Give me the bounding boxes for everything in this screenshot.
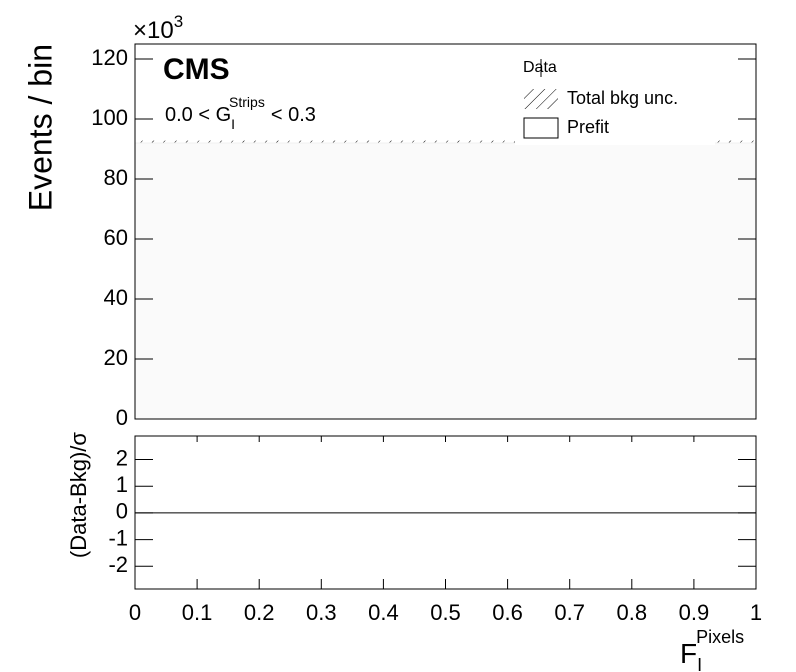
y-axis-title: (Data-Bkg)/σ: [66, 432, 91, 558]
text-part: < 0.3: [271, 104, 316, 126]
y-tick-label: 40: [104, 285, 128, 310]
frame: [134, 435, 757, 590]
upper-panel: CMS ×103 0.0 < GI Strips < 0.3 Events / bin 0 2…: [22, 12, 757, 430]
text-part: I: [231, 116, 235, 132]
x-tick-label: 0.1: [182, 600, 213, 625]
text-part: ×10: [133, 17, 174, 44]
x-tick-label: 0.5: [430, 600, 461, 625]
text-part: 0.0 < G: [165, 104, 231, 126]
y-axis-title: Events / bin: [22, 44, 58, 211]
x-axis-title: FI Pixels: [680, 627, 744, 672]
y-tick-label: 100: [91, 105, 128, 130]
y-tick-label: 0: [116, 499, 128, 524]
frame: [134, 43, 757, 420]
y-tick-label: 20: [104, 345, 128, 370]
x-tick-label: 1: [750, 600, 762, 625]
y-tick-label: 120: [91, 45, 128, 70]
text-part: Pixels: [696, 627, 744, 647]
legend-swatch: [523, 117, 559, 139]
legend-label: Data: [523, 59, 557, 76]
cms-label: CMS: [163, 53, 230, 86]
legend-label: Total bkg unc.: [567, 88, 678, 108]
prefit-bar: [135, 143, 756, 419]
x-tick-label: 0.7: [554, 600, 585, 625]
lower-panel: 0 0.1 0.2 0.3 0.4 0.5 0.6 0.7 0.8 0.9 1 (Data-Bkg)/…: [66, 432, 762, 672]
y-tick-label: 0: [116, 405, 128, 430]
legend-swatch: [524, 89, 558, 109]
legend: Data Total bkg unc. Prefit: [515, 50, 715, 145]
text-part: Strips: [229, 94, 265, 110]
x-tick-label: 0.8: [617, 600, 648, 625]
legend-label: Prefit: [567, 117, 609, 137]
text-part: 3: [174, 12, 183, 31]
text-part: I: [697, 655, 702, 672]
text-part: F: [680, 638, 697, 669]
x-tick-label: 0.4: [368, 600, 399, 625]
x-tick-label: 0: [129, 600, 141, 625]
x-tick-label: 0.9: [679, 600, 710, 625]
x-tick-label: 0.6: [492, 600, 523, 625]
x-tick-label: 0.3: [306, 600, 337, 625]
annotation: 0.0 < GI Strips < 0.3: [165, 94, 316, 132]
y-tick-label: 60: [104, 225, 128, 250]
y-tick-label: -1: [108, 525, 128, 550]
y-tick-label: 1: [116, 472, 128, 497]
y-multiplier: ×103: [133, 12, 183, 44]
y-tick-label: 80: [104, 165, 128, 190]
x-tick-label: 0.2: [244, 600, 275, 625]
y-tick-label: 2: [116, 445, 128, 470]
y-tick-label: -2: [108, 552, 128, 577]
